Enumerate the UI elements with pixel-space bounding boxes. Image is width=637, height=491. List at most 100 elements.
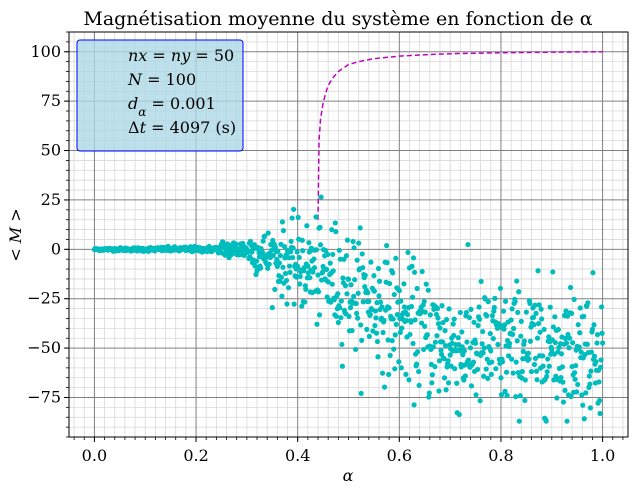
scatter-point xyxy=(314,321,320,327)
scatter-point xyxy=(534,335,541,341)
magnetisation-curve-layer xyxy=(317,51,603,220)
scatter-point xyxy=(590,270,596,276)
scatter-point xyxy=(251,242,258,248)
scatter-point xyxy=(426,390,432,396)
scatter-point xyxy=(516,289,522,295)
scatter-point xyxy=(422,323,428,329)
scatter-point xyxy=(291,206,297,212)
scatter-point xyxy=(387,280,393,287)
scatter-point xyxy=(457,309,463,316)
scatter-point xyxy=(566,345,572,351)
scatter-point xyxy=(376,293,382,299)
scatter-point xyxy=(535,320,542,327)
scatter-point xyxy=(399,325,405,331)
scatter-point xyxy=(341,256,347,262)
scatter-point xyxy=(281,243,288,250)
legend-entry: nx = ny = 50 xyxy=(128,46,234,65)
scatter-point xyxy=(441,375,448,381)
legend-entry: N = 100 xyxy=(127,70,196,89)
scatter-point xyxy=(279,293,285,299)
scatter-point xyxy=(391,291,397,298)
scatter-point xyxy=(521,338,527,344)
y-tick-label: −50 xyxy=(27,338,61,357)
scatter-point xyxy=(450,321,456,327)
scatter-point xyxy=(434,305,441,312)
scatter-point xyxy=(278,274,285,280)
scatter-point xyxy=(598,304,605,310)
scatter-point xyxy=(533,310,539,316)
scatter-point xyxy=(429,372,435,378)
scatter-point xyxy=(457,348,463,354)
scatter-point xyxy=(501,326,507,332)
scatter-point xyxy=(485,299,491,305)
scatter-point xyxy=(313,247,320,253)
scatter-point xyxy=(311,256,317,262)
scatter-point xyxy=(389,338,395,344)
scatter-point xyxy=(596,398,603,404)
y-tick-label: 0 xyxy=(51,239,61,258)
scatter-point xyxy=(545,356,551,362)
scatter-point xyxy=(310,269,316,275)
scatter-point xyxy=(472,340,479,346)
scatter-point xyxy=(354,310,360,316)
scatter-point xyxy=(408,303,415,310)
scatter-point xyxy=(338,298,344,304)
scatter-point xyxy=(266,261,272,267)
scatter-point xyxy=(470,359,477,365)
scatter-point xyxy=(377,299,384,305)
scatter-point xyxy=(580,402,586,408)
scatter-point xyxy=(355,290,361,296)
scatter-point xyxy=(518,333,524,339)
scatter-point xyxy=(484,313,490,319)
scatter-point xyxy=(384,260,390,266)
scatter-point xyxy=(291,301,297,307)
scatter-point xyxy=(353,346,359,353)
scatter-point xyxy=(477,398,483,404)
scatter-point xyxy=(446,380,452,386)
scatter-point xyxy=(488,371,494,377)
y-tick-label: 75 xyxy=(41,91,61,110)
scatter-point xyxy=(533,368,540,374)
x-tick-label: 0.8 xyxy=(488,446,513,465)
scatter-point xyxy=(403,317,410,324)
scatter-point xyxy=(359,251,365,257)
scatter-layer xyxy=(91,194,606,424)
scatter-point xyxy=(317,242,324,248)
scatter-point xyxy=(434,333,440,339)
scatter-point xyxy=(522,397,528,404)
scatter-point xyxy=(473,392,479,398)
scatter-point xyxy=(489,359,495,365)
scatter-point xyxy=(544,369,550,375)
scatter-point xyxy=(397,329,403,336)
scatter-point xyxy=(492,295,498,301)
scatter-point xyxy=(412,317,418,323)
scatter-point xyxy=(510,331,516,337)
scatter-point xyxy=(354,257,360,263)
scatter-point xyxy=(379,304,385,310)
scatter-point xyxy=(343,253,350,259)
scatter-point xyxy=(416,382,422,388)
scatter-point xyxy=(286,263,293,269)
scatter-point xyxy=(416,368,422,375)
scatter-point xyxy=(535,268,541,274)
scatter-point xyxy=(287,269,293,276)
scatter-point xyxy=(455,335,461,341)
scatter-point xyxy=(474,366,481,372)
scatter-point xyxy=(296,254,302,261)
scatter-point xyxy=(527,338,534,344)
scatter-point xyxy=(572,376,578,382)
scatter-point xyxy=(373,330,380,336)
scatter-point xyxy=(540,353,546,359)
scatter-point xyxy=(414,285,420,292)
scatter-point xyxy=(440,319,446,326)
scatter-point xyxy=(387,352,393,359)
scatter-point xyxy=(279,219,286,225)
scatter-point xyxy=(415,349,421,355)
scatter-point xyxy=(568,310,575,316)
scatter-point xyxy=(558,375,564,381)
scatter-point xyxy=(409,263,415,269)
scatter-point xyxy=(421,346,427,353)
scatter-point xyxy=(348,282,354,288)
scatter-point xyxy=(336,247,342,253)
